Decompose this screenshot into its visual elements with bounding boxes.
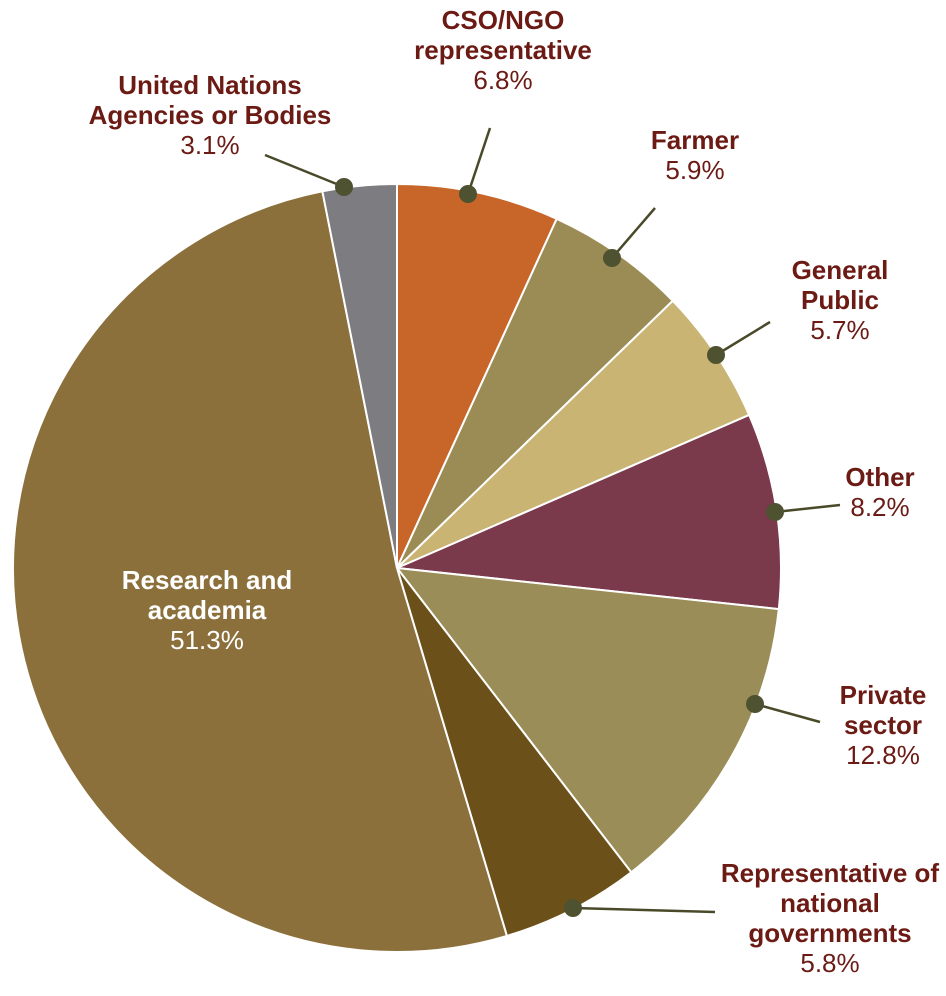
leader-line <box>573 908 715 912</box>
leader-line <box>755 704 820 722</box>
value-label: 3.1% <box>75 130 345 160</box>
value-label: 6.8% <box>383 65 623 95</box>
chart: CSO/NGO representative6.8% Farmer5.9% Gene… <box>0 0 946 996</box>
value-label: 8.2% <box>825 492 935 522</box>
category-name: Farmer <box>615 125 775 155</box>
leader-line <box>612 208 655 258</box>
leader-dot <box>603 249 621 267</box>
category-name: Representative of national governments <box>715 858 945 948</box>
category-name: CSO/NGO representative <box>383 5 623 65</box>
leader-dot <box>707 346 725 364</box>
leader-line <box>716 322 770 355</box>
category-name: United Nations Agencies or Bodies <box>75 70 345 130</box>
category-name: Private sector <box>828 680 938 740</box>
leader-dot <box>746 695 764 713</box>
value-label: 12.8% <box>828 740 938 770</box>
value-label: 51.3% <box>102 625 312 655</box>
value-label: 5.8% <box>715 948 945 978</box>
leader-dot <box>564 899 582 917</box>
category-name: Other <box>825 462 935 492</box>
value-label: 5.7% <box>770 315 910 345</box>
leader-dot <box>766 503 784 521</box>
leader-dot <box>459 185 477 203</box>
value-label: 5.9% <box>615 155 775 185</box>
leader-line <box>468 128 490 194</box>
category-name: General Public <box>770 255 910 315</box>
category-name: Research and academia <box>102 565 312 625</box>
leader-dot <box>335 178 353 196</box>
